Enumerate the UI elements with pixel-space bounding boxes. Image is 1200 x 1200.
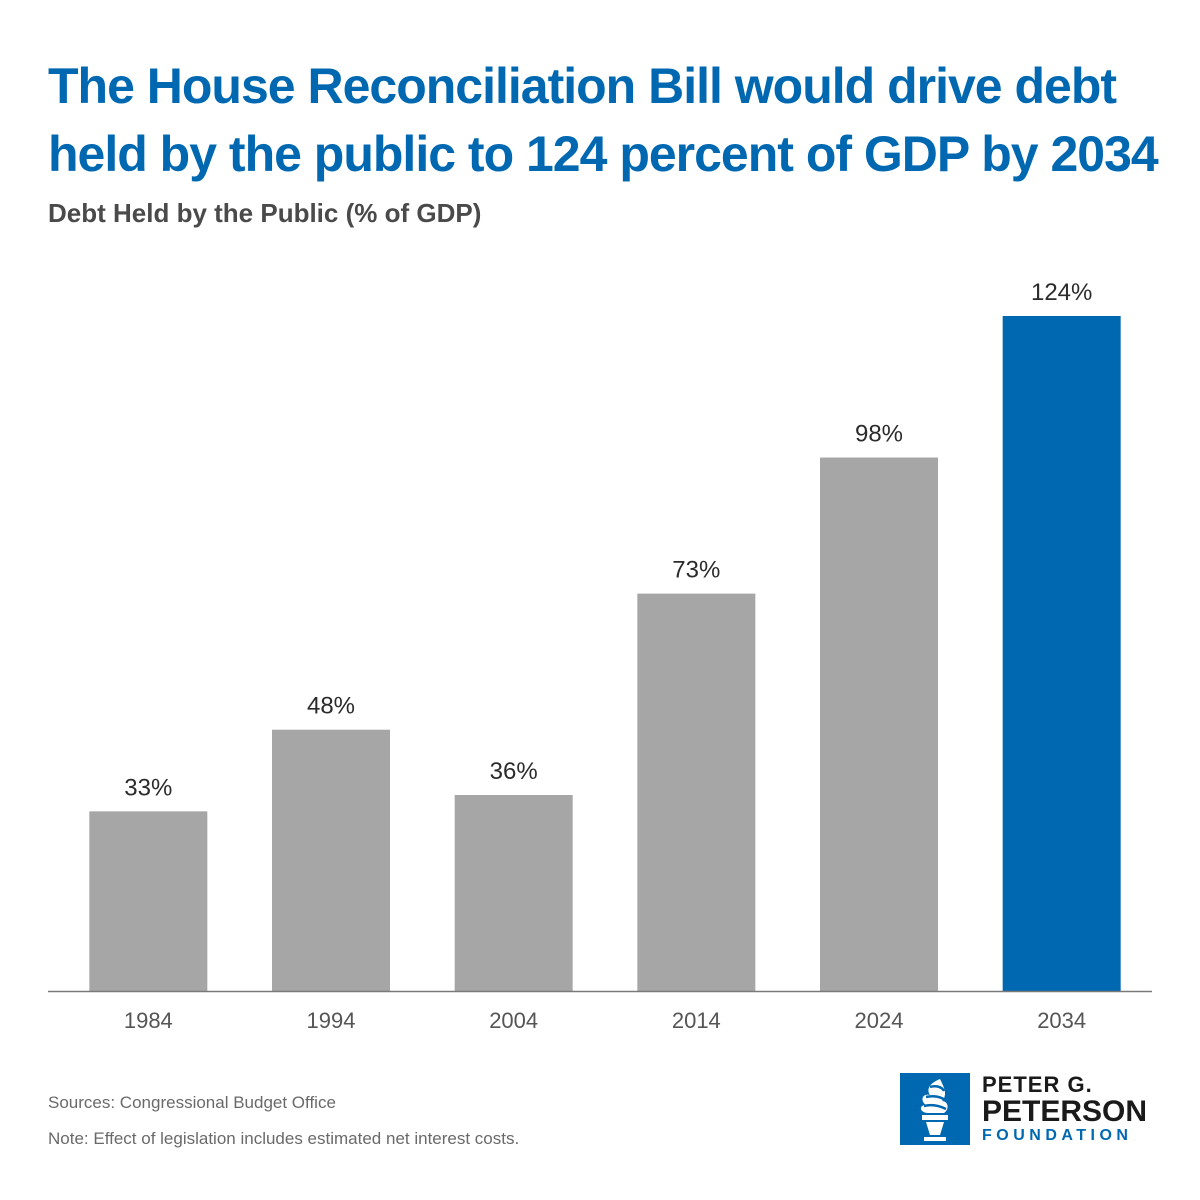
logo-line-2: PETERSON	[982, 1095, 1148, 1128]
x-tick-2034: 2034	[1037, 1008, 1086, 1033]
bar-2004	[454, 795, 573, 991]
bar-1994	[272, 729, 390, 991]
value-label-2004: 36%	[490, 758, 538, 785]
bar-2024	[820, 457, 938, 992]
bar-1984	[89, 811, 208, 991]
torch-icon	[900, 1073, 970, 1145]
x-tick-2014: 2014	[672, 1008, 721, 1033]
value-label-2034: 124%	[1031, 279, 1092, 306]
value-label-2024: 98%	[855, 421, 903, 448]
logo-line-1: PETER G.	[982, 1072, 1093, 1097]
x-tick-2004: 2004	[489, 1008, 538, 1033]
value-label-2014: 73%	[672, 557, 720, 584]
logo-wordmark: PETER G. PETERSON FOUNDATION	[982, 1073, 1147, 1145]
bar-2014	[637, 593, 756, 991]
x-tick-2024: 2024	[855, 1008, 904, 1033]
logo-line-3: FOUNDATION	[982, 1127, 1133, 1144]
x-tick-1994: 1994	[307, 1008, 356, 1033]
peterson-foundation-logo: PETER G. PETERSON FOUNDATION	[900, 1073, 1158, 1149]
bar-2034	[1002, 316, 1121, 991]
x-tick-1984: 1984	[124, 1008, 173, 1033]
value-label-1984: 33%	[124, 774, 172, 801]
chart-subtitle: Debt Held by the Public (% of GDP)	[48, 198, 482, 228]
legislation-note: Note: Effect of legislation includes est…	[48, 1129, 520, 1148]
chart-title: The House Reconciliation Bill would driv…	[48, 58, 1159, 182]
value-label-1994: 48%	[307, 693, 355, 720]
sources-note: Sources: Congressional Budget Office	[48, 1093, 336, 1112]
bar-chart: 33% 1984 48% 1994 36% 2004 73% 2014 98% 2024 124% 2…	[48, 279, 1152, 1033]
